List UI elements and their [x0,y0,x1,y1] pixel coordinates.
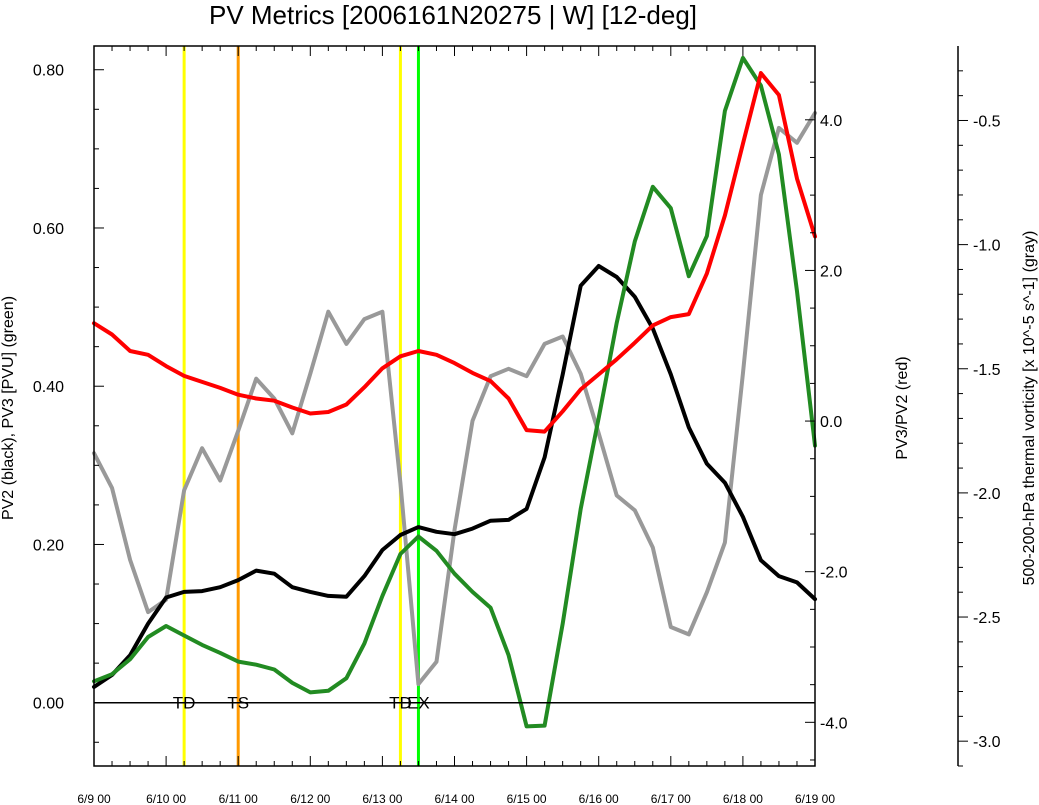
right-axis-pv-ratio: -4.0 -2.0 0.0 2.0 4.0 [805,81,848,761]
right2-tick-label-3: -1.5 [973,362,1001,379]
x-tick-label-2: 6/11 00 [219,792,258,805]
right2-tick-label-5: -0.5 [973,113,1001,130]
right-axis-1-label: PV3/PV2 (red) [894,356,911,459]
x-tick-label-4: 6/13 00 [362,792,402,805]
event-lines [182,46,420,766]
x-axis: 6/9 00 6/10 00 6/11 00 6/12 00 6/13 00 6/14 0… [77,46,835,805]
right2-tick-label-1: -2.5 [973,610,1001,627]
x-tick-label-10: 6/19 00 [795,792,835,805]
right1-tick-label-4: 4.0 [820,113,842,130]
right2-tick-label-0: -3.0 [973,734,1001,751]
x-tick-label-1: 6/10 00 [146,792,186,805]
left-axis: 0.00 0.20 0.40 0.60 0.80 [33,63,104,743]
event-label-2: TD [389,694,412,713]
x-tick-label-9: 6/18 00 [723,792,763,805]
left-tick-label-4: 0.80 [33,63,64,80]
left-axis-label: PV2 (black), PV3 [PVU] (green) [0,296,17,520]
event-label-3: EX [407,694,430,713]
chart-title: PV Metrics [2006161N20275 | W] [12-deg] [209,0,697,30]
event-label-1: TS [227,694,249,713]
plot-frame [93,45,816,767]
right2-tick-label-2: -2.0 [973,486,1001,503]
series-line-0 [92,264,817,689]
right2-tick-label-4: -1.0 [973,238,1001,255]
left-tick-label-3: 0.60 [33,221,64,238]
left-tick-label-1: 0.20 [33,537,64,554]
series-line-2 [92,71,817,434]
right1-tick-label-0: -4.0 [820,715,848,732]
left-tick-label-2: 0.40 [33,379,64,396]
series-lines [92,55,817,729]
x-tick-label-7: 6/16 00 [579,792,619,805]
series-line-3 [92,111,817,687]
x-tick-label-0: 6/9 00 [77,792,111,805]
right-axis-vorticity: -3.0 -2.5 -2.0 -1.5 -1.0 -0.5 [957,46,1001,767]
x-tick-label-3: 6/12 00 [290,792,330,805]
series-line-1 [92,55,817,729]
x-tick-label-8: 6/17 00 [651,792,691,805]
left-tick-label-0: 0.00 [33,696,64,713]
x-tick-label-6: 6/15 00 [507,792,547,805]
right-axis-2-label: 500-200-hPa thermal vorticity [x 10^-5 s… [1021,231,1038,586]
right1-tick-label-1: -2.0 [820,565,848,582]
right1-tick-label-2: 0.0 [820,414,842,431]
right1-tick-label-3: 2.0 [820,263,842,280]
x-tick-label-5: 6/14 00 [434,792,474,805]
event-label-0: TD [173,694,196,713]
